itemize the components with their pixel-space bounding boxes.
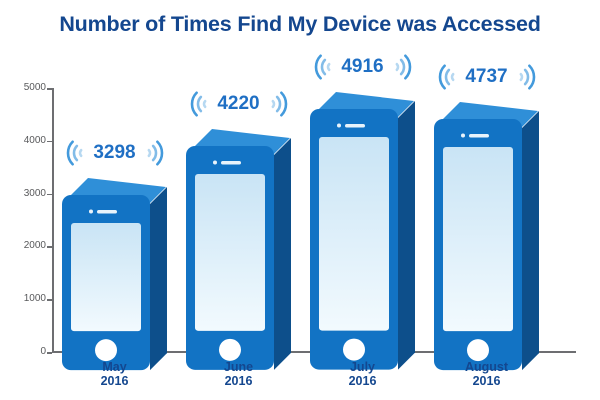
- phone-speaker: [345, 124, 365, 128]
- y-tick-mark: [47, 352, 52, 354]
- y-axis-line: [52, 88, 54, 352]
- phone-side: [397, 101, 415, 370]
- x-axis-label-month: August: [464, 360, 509, 374]
- y-tick-label: 2000: [23, 240, 46, 252]
- y-tick-label: 0: [40, 346, 46, 357]
- signal-icon: [516, 64, 538, 90]
- phone-screen: [195, 174, 265, 331]
- phone-screen: [319, 137, 389, 331]
- y-tick-label: 3000: [23, 187, 46, 199]
- phone-speaker: [469, 133, 489, 138]
- bar-value-label: 4737: [465, 65, 508, 87]
- phone-camera: [89, 209, 94, 214]
- x-axis-label-year: 2016: [472, 374, 501, 388]
- y-tick-mark: [47, 88, 52, 90]
- y-tick-mark: [47, 246, 52, 248]
- x-axis-label: May 2016: [65, 360, 165, 388]
- x-axis-label: July 2016: [313, 360, 413, 388]
- signal-icon: [436, 64, 458, 90]
- x-axis-label-month: May: [102, 360, 127, 374]
- signal-icon: [392, 54, 414, 80]
- x-axis-label-month: June: [223, 360, 254, 374]
- phone-camera: [461, 133, 466, 138]
- phone-speaker: [221, 161, 241, 165]
- y-tick-label: 1000: [23, 293, 46, 305]
- y-tick-label: 5000: [23, 82, 46, 93]
- bar-series: [52, 60, 576, 370]
- phone-speaker: [97, 209, 117, 214]
- x-axis-label-year: 2016: [100, 374, 129, 388]
- phone-screen: [71, 222, 141, 331]
- bar-value-label: 3298: [93, 141, 136, 163]
- x-axis-label-month: July: [349, 360, 375, 374]
- y-tick-mark: [47, 299, 52, 301]
- x-axis-label-year: 2016: [348, 374, 377, 388]
- bar-value-label: 4220: [217, 93, 260, 115]
- signal-icon: [144, 140, 166, 166]
- phone-side: [273, 138, 291, 370]
- phone-home-button: [95, 338, 117, 361]
- phone-camera: [337, 123, 342, 128]
- phone-home-button: [343, 338, 365, 361]
- phone-bar: [434, 101, 539, 370]
- x-axis-label: August 2016: [437, 360, 537, 388]
- x-axis-label-year: 2016: [224, 374, 253, 388]
- y-tick-mark: [47, 140, 52, 143]
- phone-bar: [310, 92, 415, 370]
- phone-screen: [443, 146, 513, 331]
- phone-home-button: [467, 338, 489, 361]
- phone-camera: [213, 160, 218, 165]
- phone-side: [149, 186, 167, 370]
- bar-group: [310, 92, 419, 370]
- bar-group: [434, 101, 543, 370]
- signal-icon: [64, 140, 86, 166]
- bar-group: [186, 129, 295, 370]
- bar-value-label: 4916: [341, 56, 384, 78]
- phone-bar: [186, 129, 291, 370]
- phone-home-button: [219, 338, 241, 361]
- page-title: Number of Times Find My Device was Acces…: [59, 12, 541, 36]
- bar-group: [62, 177, 171, 370]
- x-axis-label: June 2016: [189, 360, 289, 388]
- phone-side: [521, 110, 539, 370]
- phone-bar: [62, 177, 167, 370]
- y-tick-mark: [47, 193, 52, 196]
- signal-icon: [312, 54, 334, 80]
- signal-icon: [188, 91, 210, 117]
- signal-icon: [268, 91, 290, 117]
- y-tick-label: 4000: [23, 134, 46, 146]
